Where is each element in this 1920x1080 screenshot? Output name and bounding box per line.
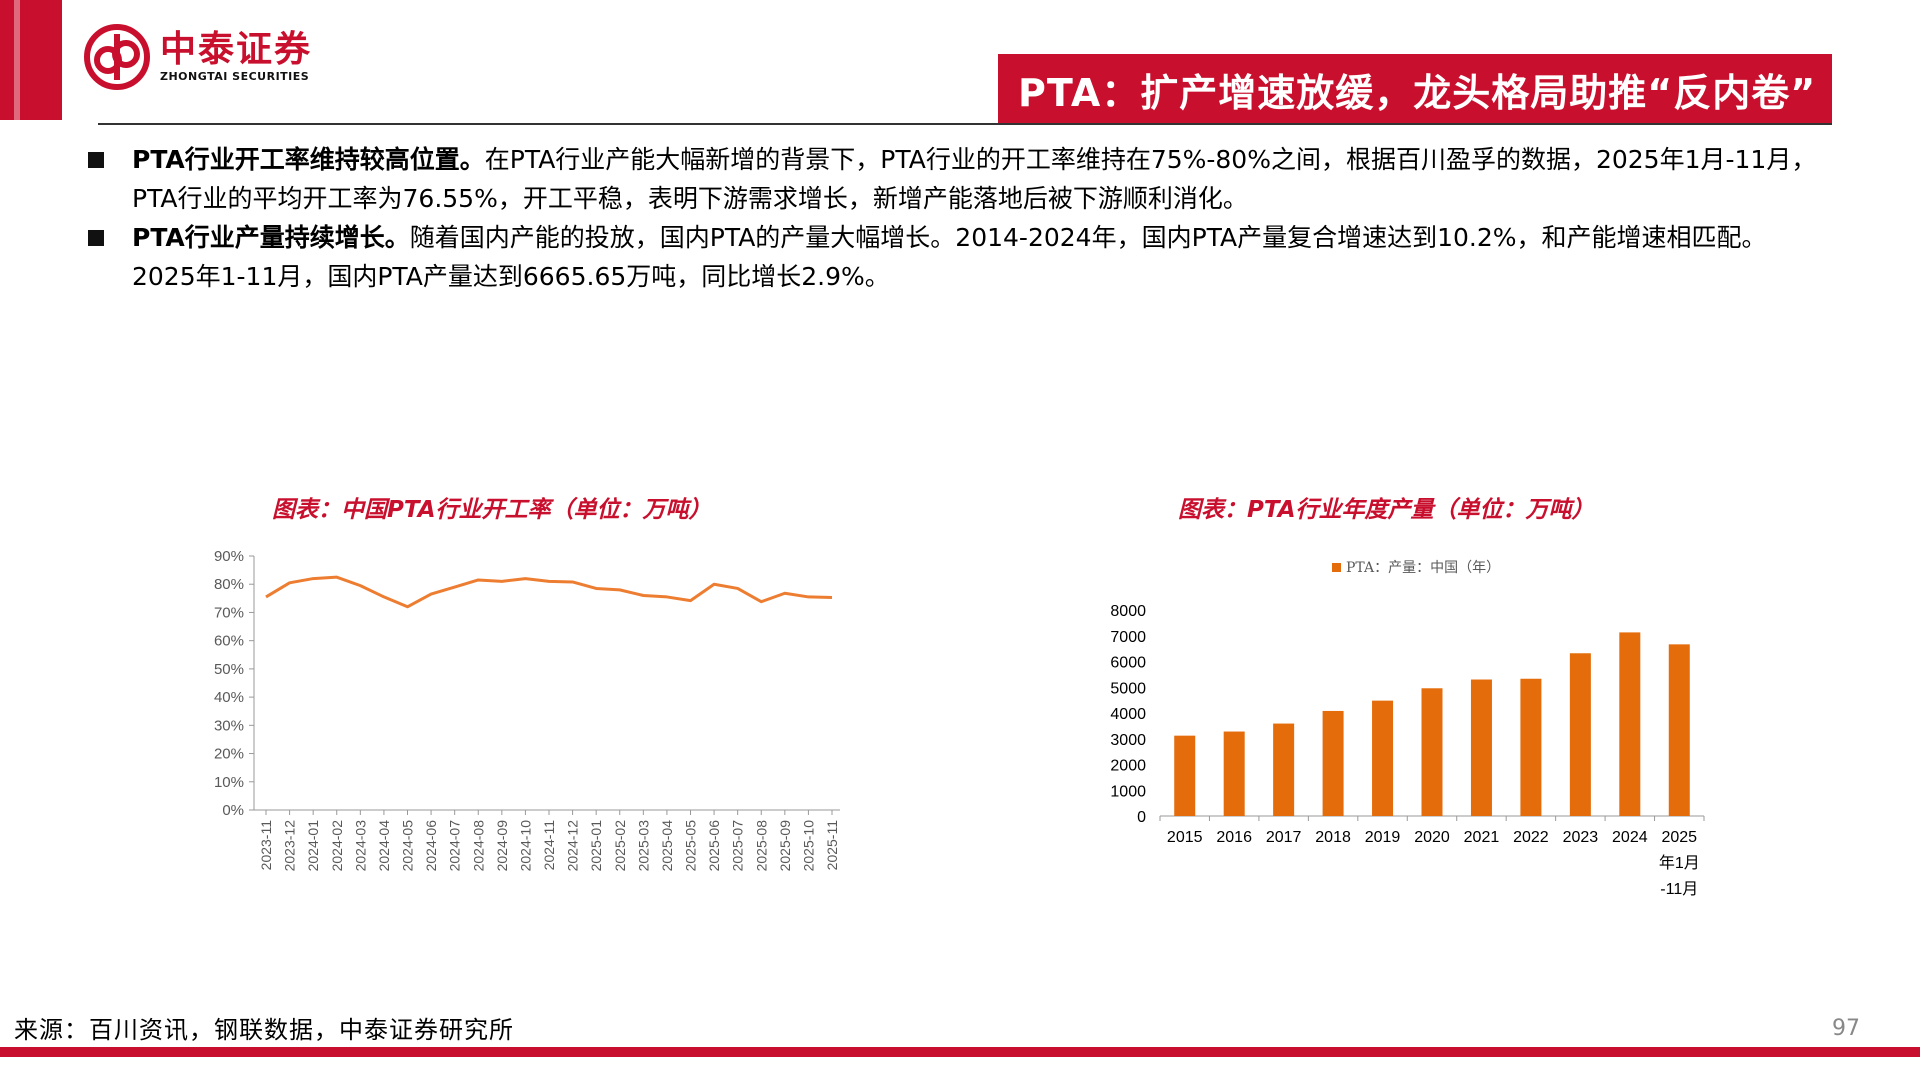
output-bar bbox=[1372, 700, 1394, 816]
header-divider bbox=[98, 123, 1832, 125]
x-tick-label: 2024-08 bbox=[470, 820, 486, 872]
zhongtai-logo-icon bbox=[84, 24, 150, 90]
legend-label: PTA：产量：中国（年） bbox=[1346, 560, 1500, 576]
y-tick-label: 1000 bbox=[1110, 783, 1146, 800]
y-tick-label: 8000 bbox=[1110, 603, 1146, 620]
x-tick-label: 2024-03 bbox=[352, 820, 368, 872]
bullet-square-icon bbox=[88, 230, 104, 246]
x-tick-label: 2023-12 bbox=[282, 820, 298, 872]
line-chart-title: 图表：中国PTA行业开工率（单位：万吨） bbox=[272, 497, 712, 523]
x-tick-label: 2024-06 bbox=[423, 820, 439, 872]
y-tick-label: 20% bbox=[214, 746, 244, 763]
x-tick-label: 2025-04 bbox=[659, 820, 675, 872]
x-tick-label: 2024-11 bbox=[541, 820, 557, 871]
annual-output-bar-chart: PTA：产量：中国（年） 0 1000 2000 3000 4000 5000 6000 700… bbox=[1110, 560, 1705, 898]
y-tick-label: 3000 bbox=[1110, 732, 1146, 749]
x-tick-label: 2025-06 bbox=[706, 820, 722, 872]
x-tick-label: 2025-02 bbox=[612, 820, 628, 872]
y-tick-label: 60% bbox=[214, 633, 244, 650]
output-bar bbox=[1223, 731, 1245, 816]
bullet-lead: PTA行业开工率维持较高位置。 bbox=[132, 145, 485, 174]
x-tick-label: 2024-07 bbox=[447, 820, 463, 872]
x-tick-label: 2020 bbox=[1414, 829, 1450, 846]
x-tick-label: 2025-05 bbox=[683, 820, 699, 872]
x-tick-label: 2025-10 bbox=[800, 820, 816, 872]
operating-rate-line-chart: 0% 10% 20% 30% 40% 50% 60% 70% 80% 90% 2023-11 2023… bbox=[214, 548, 840, 872]
bullet-text: 随着国内产能的投放，国内PTA的产量大幅增长。2014-2024年，国内PTA产… bbox=[132, 223, 1767, 291]
x-tick-label: 2025-01 bbox=[588, 820, 604, 872]
bullet-item-output: PTA行业产量持续增长。随着国内产能的投放，国内PTA的产量大幅增长。2014-… bbox=[88, 218, 1828, 296]
bullet-item-operating-rate: PTA行业开工率维持较高位置。在PTA行业产能大幅新增的背景下，PTA行业的开工… bbox=[88, 140, 1828, 218]
x-tick-label: 2024-09 bbox=[494, 820, 510, 872]
company-logo: 中泰证券 ZHONGTAI SECURITIES bbox=[84, 24, 312, 90]
y-tick-label: 2000 bbox=[1110, 758, 1146, 775]
bullet-lead: PTA行业产量持续增长。 bbox=[132, 223, 410, 252]
bullet-square-icon bbox=[88, 152, 104, 168]
x-tick-label: 2024-04 bbox=[376, 820, 392, 872]
footer-bar bbox=[0, 1047, 1920, 1057]
x-tick-label: 2023-11 bbox=[258, 820, 274, 871]
output-bar bbox=[1619, 632, 1641, 816]
bullet-list: PTA行业开工率维持较高位置。在PTA行业产能大幅新增的背景下，PTA行业的开工… bbox=[88, 140, 1828, 296]
x-tick-label: 2022 bbox=[1513, 829, 1549, 846]
y-tick-label: 80% bbox=[214, 576, 244, 593]
y-tick-label: 50% bbox=[214, 661, 244, 678]
page-number: 97 bbox=[1832, 1016, 1860, 1041]
x-tick-label: 2024 bbox=[1612, 829, 1648, 846]
bar-chart-title: 图表：PTA行业年度产量（单位：万吨） bbox=[1178, 497, 1595, 523]
x-tick-label: 2021 bbox=[1464, 829, 1500, 846]
source-note: 来源：百川资讯，钢联数据，中泰证券研究所 bbox=[14, 1016, 514, 1044]
operating-rate-series-line bbox=[265, 575, 833, 609]
y-tick-label: 10% bbox=[214, 774, 244, 791]
x-tick-label: 2025-09 bbox=[777, 820, 793, 872]
x-tick-label: 2024-02 bbox=[329, 820, 345, 872]
x-tick-label: 2025-11 bbox=[824, 820, 840, 871]
corner-accent-stripe bbox=[14, 0, 20, 120]
x-tick-label: 2024-05 bbox=[400, 820, 416, 872]
y-tick-label: 7000 bbox=[1110, 629, 1146, 646]
y-tick-label: 90% bbox=[214, 548, 244, 565]
corner-accent-bar bbox=[0, 0, 62, 120]
x-tick-label: -11月 bbox=[1660, 881, 1698, 898]
y-tick-label: 6000 bbox=[1110, 655, 1146, 672]
y-tick-label: 30% bbox=[214, 717, 244, 734]
x-tick-label: 2023 bbox=[1563, 829, 1599, 846]
logo-chinese-name: 中泰证券 bbox=[160, 29, 313, 70]
y-tick-label: 0% bbox=[222, 802, 244, 819]
x-tick-label: 2025-07 bbox=[730, 820, 746, 872]
y-tick-label: 70% bbox=[214, 604, 244, 621]
bullet-text: 在PTA行业产能大幅新增的背景下，PTA行业的开工率维持在75%-80%之间，根… bbox=[132, 145, 1817, 213]
output-bar bbox=[1520, 678, 1542, 816]
x-tick-label: 2019 bbox=[1365, 829, 1401, 846]
output-bar bbox=[1569, 653, 1591, 816]
output-bar bbox=[1668, 644, 1690, 816]
x-tick-label: 2024-01 bbox=[305, 820, 321, 872]
y-tick-label: 40% bbox=[214, 689, 244, 706]
x-tick-label: 2025 bbox=[1661, 829, 1697, 846]
output-bar bbox=[1273, 723, 1295, 816]
output-bar bbox=[1421, 688, 1443, 816]
x-tick-label: 2015 bbox=[1167, 829, 1203, 846]
x-tick-label: 2024-10 bbox=[517, 820, 533, 872]
output-bar bbox=[1322, 710, 1344, 816]
y-tick-label: 4000 bbox=[1110, 706, 1146, 723]
x-tick-label: 2025-08 bbox=[753, 820, 769, 872]
x-tick-label: 年1月 bbox=[1659, 854, 1700, 872]
slide-title: PTA：扩产增速放缓，龙头格局助推“反内卷” bbox=[998, 54, 1832, 124]
y-tick-label: 0 bbox=[1137, 809, 1146, 826]
x-tick-label: 2024-12 bbox=[565, 820, 581, 872]
x-tick-label: 2018 bbox=[1315, 829, 1351, 846]
y-tick-label: 5000 bbox=[1110, 680, 1146, 697]
x-tick-label: 2016 bbox=[1216, 829, 1252, 846]
logo-english-name: ZHONGTAI SECURITIES bbox=[160, 70, 310, 83]
legend-swatch bbox=[1332, 563, 1341, 572]
x-tick-label: 2025-03 bbox=[635, 820, 651, 872]
x-tick-label: 2017 bbox=[1266, 829, 1302, 846]
output-bar bbox=[1470, 679, 1492, 816]
output-bar bbox=[1174, 735, 1196, 816]
